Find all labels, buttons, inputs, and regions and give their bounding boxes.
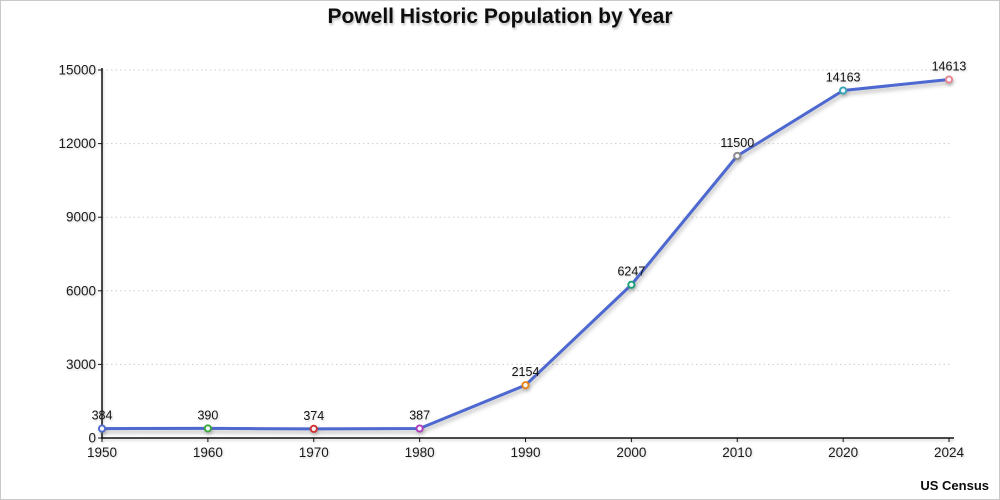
x-tick-label: 1950 bbox=[87, 445, 117, 460]
axes-group bbox=[98, 68, 954, 442]
data-label-1960: 390 bbox=[197, 408, 218, 422]
x-tick-label: 1970 bbox=[299, 445, 329, 460]
data-label-1970: 374 bbox=[303, 409, 324, 423]
data-label-2020: 14163 bbox=[826, 71, 861, 85]
x-tick-label: 2010 bbox=[722, 445, 752, 460]
source-label: US Census bbox=[920, 478, 989, 493]
data-point-marker-1950 bbox=[97, 424, 107, 433]
data-label-1990: 2154 bbox=[512, 365, 540, 379]
data-label-2010: 11500 bbox=[720, 136, 754, 150]
data-label-1980: 387 bbox=[409, 409, 430, 423]
data-point-marker-1960 bbox=[203, 424, 212, 433]
data-point-marker-2000 bbox=[627, 280, 636, 289]
data-point-marker-1980 bbox=[415, 424, 424, 433]
y-tick-label: 0 bbox=[88, 431, 96, 446]
y-tick-label: 9000 bbox=[66, 210, 96, 225]
data-labels-group: 384 390 374 387 2154 6247 11500 14163 14613 bbox=[92, 59, 967, 422]
gridlines-group bbox=[102, 69, 951, 365]
data-label-1950: 384 bbox=[92, 409, 113, 423]
y-tick-label: 15000 bbox=[58, 63, 96, 78]
data-label-2000: 6247 bbox=[617, 265, 645, 279]
data-point-marker-1990 bbox=[521, 381, 530, 390]
x-tick-label: 1990 bbox=[510, 445, 540, 460]
y-axis-labels-group: 0 3000 6000 9000 12000 15000 bbox=[58, 63, 96, 446]
markers-group bbox=[97, 75, 954, 433]
data-label-2024: 14613 bbox=[932, 59, 967, 73]
data-point-marker-2020 bbox=[839, 86, 848, 95]
data-point-marker-1970 bbox=[309, 424, 318, 433]
chart-title: Powell Historic Population by Year bbox=[327, 5, 673, 28]
x-axis-labels-group: 1950 1960 1970 1980 1990 2000 2010 2020 2024 bbox=[87, 445, 965, 460]
x-tick-label: 1980 bbox=[405, 445, 435, 460]
y-tick-label: 6000 bbox=[66, 283, 96, 298]
x-tick-label: 2000 bbox=[616, 445, 646, 460]
data-point-marker-2024 bbox=[944, 75, 954, 84]
y-tick-label: 12000 bbox=[58, 136, 96, 151]
x-tick-label: 1960 bbox=[193, 445, 223, 460]
x-tick-label: 2024 bbox=[934, 445, 965, 460]
data-point-marker-2010 bbox=[733, 151, 742, 160]
y-tick-label: 3000 bbox=[66, 357, 96, 372]
x-tick-label: 2020 bbox=[828, 445, 858, 460]
